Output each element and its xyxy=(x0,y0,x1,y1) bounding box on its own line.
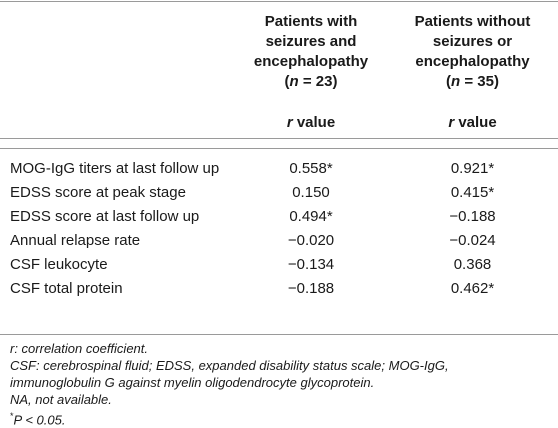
footnote-star: * xyxy=(10,411,14,421)
row-label: MOG-IgG titers at last follow up xyxy=(10,160,220,177)
cell-with-seizures: −0.020 xyxy=(287,232,335,249)
row-label: EDSS score at last follow up xyxy=(10,208,200,225)
cell-with-seizures: 0.150 xyxy=(292,184,330,201)
header-bottom-rule xyxy=(0,148,558,149)
table-row: MOG-IgG titers at last follow up 0.558* … xyxy=(0,157,558,181)
footnote-r: r: correlation coefficient. xyxy=(10,341,149,356)
column-header-with-seizures: Patients with seizures and encephalopath… xyxy=(236,12,386,92)
column-header-without-seizures: Patients without seizures or encephalopa… xyxy=(390,12,555,92)
footnote-na: NA, not available. xyxy=(10,392,112,407)
r-value-subheader: r value xyxy=(390,114,555,132)
table-row: CSF total protein −0.188 0.462* xyxy=(0,277,558,301)
table-bottom-rule xyxy=(0,334,558,335)
table-row: EDSS score at last follow up 0.494* −0.1… xyxy=(0,205,558,229)
cell-without-seizures: 0.415* xyxy=(450,184,495,201)
cell-with-seizures: 0.558* xyxy=(289,160,333,177)
row-label: Annual relapse rate xyxy=(10,232,141,249)
cell-without-seizures: −0.188 xyxy=(449,208,496,225)
cell-without-seizures: 0.462* xyxy=(450,280,495,297)
header-line: seizures or xyxy=(432,33,513,50)
cell-without-seizures: 0.368 xyxy=(453,256,492,273)
header-line: Patients without xyxy=(414,13,531,30)
footnote-abbreviations-cont: immunoglobulin G against myelin oligoden… xyxy=(10,375,375,390)
cell-with-seizures: −0.134 xyxy=(287,256,335,273)
header-n: (n = 35) xyxy=(446,73,499,90)
cell-without-seizures: −0.024 xyxy=(449,232,496,249)
table-row: Annual relapse rate −0.020 −0.024 xyxy=(0,229,558,253)
header-n: (n = 23) xyxy=(284,73,338,90)
r-symbol: r xyxy=(448,114,455,131)
header-line: encephalopathy xyxy=(253,53,369,70)
r-value-subheader: r value xyxy=(236,114,386,132)
row-label: EDSS score at peak stage xyxy=(10,184,186,201)
footnote-abbreviations: CSF: cerebrospinal fluid; EDSS, expanded… xyxy=(10,358,449,373)
footnote-p: P < 0.05. xyxy=(13,412,66,428)
header-line: encephalopathy xyxy=(415,53,530,70)
row-label: CSF total protein xyxy=(10,280,123,297)
value-label: value xyxy=(296,114,336,131)
table-row: CSF leukocyte −0.134 0.368 xyxy=(0,253,558,277)
header-line: Patients with xyxy=(264,13,358,30)
header-line: seizures and xyxy=(265,33,357,50)
cell-with-seizures: −0.188 xyxy=(287,280,335,297)
table-top-rule xyxy=(0,1,558,2)
row-label: CSF leukocyte xyxy=(10,256,108,273)
table-row: EDSS score at peak stage 0.150 0.415* xyxy=(0,181,558,205)
r-symbol: r xyxy=(286,114,293,131)
value-label: value xyxy=(458,114,497,131)
footnote-significance: *P < 0.05. xyxy=(10,408,555,428)
cell-without-seizures: 0.921* xyxy=(450,160,495,177)
cell-with-seizures: 0.494* xyxy=(289,208,333,225)
header-sub-rule xyxy=(0,138,558,139)
